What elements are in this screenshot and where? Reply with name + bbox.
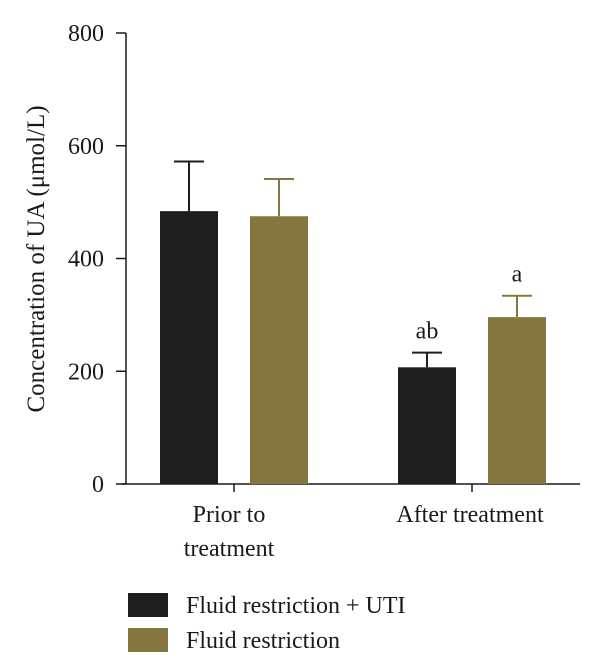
x-tick-label: treatment bbox=[184, 536, 275, 562]
significance-label: ab bbox=[416, 319, 439, 345]
y-tick-label: 600 bbox=[68, 134, 104, 160]
x-tick-label: Prior to bbox=[193, 502, 266, 528]
bar bbox=[250, 216, 308, 484]
legend-swatch bbox=[128, 593, 168, 617]
x-tick-label: After treatment bbox=[396, 502, 544, 528]
bar bbox=[398, 367, 456, 484]
legend-label: Fluid restriction + UTI bbox=[186, 593, 406, 619]
y-axis-title: Concentration of UA (μmol/L) bbox=[23, 105, 50, 412]
bar bbox=[488, 317, 546, 484]
legend-label: Fluid restriction bbox=[186, 628, 340, 654]
legend: Fluid restriction + UTI Fluid restriction bbox=[128, 593, 406, 654]
y-tick-label: 200 bbox=[68, 359, 104, 385]
y-tick-label: 800 bbox=[68, 21, 104, 47]
x-tick-labels: Prior to treatment After treatment bbox=[184, 502, 544, 562]
y-tick-label: 0 bbox=[92, 472, 104, 498]
bar bbox=[160, 211, 218, 484]
chart-bars: ab a bbox=[160, 160, 546, 484]
legend-swatch bbox=[128, 628, 168, 652]
significance-label: a bbox=[512, 262, 523, 288]
y-tick-label: 400 bbox=[68, 247, 104, 273]
